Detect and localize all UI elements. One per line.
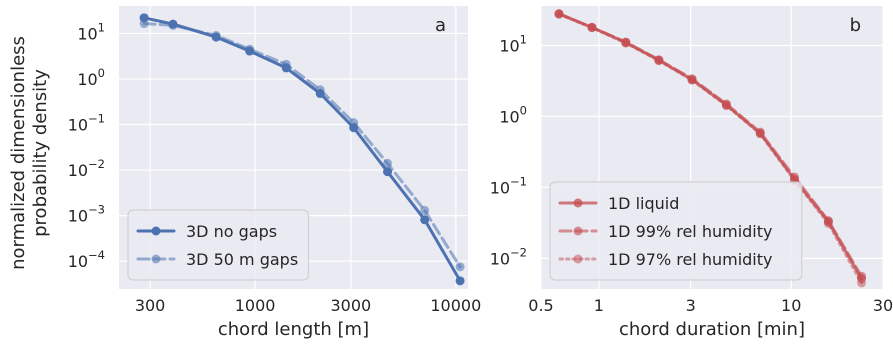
data-point (211, 31, 221, 41)
data-point (383, 158, 393, 168)
panel-b: 0.5 1 3 10 30 10−2 10−1 100 101 b chord duration [… (490, 6, 893, 340)
legend-marker (573, 198, 583, 208)
x-tick-label: 1000 (235, 296, 276, 315)
data-point (587, 23, 597, 33)
data-point (245, 44, 255, 54)
data-point (168, 20, 178, 30)
x-tick-label: 3 (686, 296, 696, 315)
x-tick-label: 3000 (330, 296, 371, 315)
legend-marker (151, 254, 161, 264)
data-point (654, 56, 664, 66)
y-tick-label: 10−3 (68, 203, 105, 226)
x-tick-label: 0.5 (528, 296, 553, 315)
y-tick-label: 101 (77, 20, 105, 43)
y-tick-label: 10−4 (68, 248, 105, 271)
series-line-2 (557, 12, 863, 285)
y-tick-label: 100 (77, 66, 105, 89)
legend-box (549, 181, 803, 281)
legend: 3D no gaps 3D 50 m gaps (127, 209, 309, 281)
legend-marker (573, 226, 583, 236)
legend-entry: 3D 50 m gaps (186, 250, 298, 269)
data-point (823, 218, 833, 228)
x-tick-label: 1 (594, 296, 604, 315)
data-point (721, 101, 731, 111)
legend-entry: 1D 99% rel humidity (608, 222, 773, 241)
legend-marker (573, 254, 583, 264)
data-point (281, 59, 291, 69)
panel-label: a (435, 15, 446, 36)
x-tick-label: 10000 (430, 296, 481, 315)
panel-a: 300 1000 3000 10000 10−4 10−3 10−2 10−1 100 101 a c… (68, 6, 481, 340)
data-point (857, 278, 867, 288)
data-point (621, 38, 631, 48)
x-axis-label: chord duration [min] (619, 319, 805, 340)
data-point (139, 19, 149, 29)
y-tick-label: 10−1 (490, 174, 527, 197)
y-tick-label: 10−2 (490, 245, 527, 268)
data-point (755, 129, 765, 139)
data-point (687, 75, 697, 85)
x-tick-label: 10 (781, 296, 801, 315)
data-point (315, 85, 325, 95)
panel-label: b (850, 15, 861, 36)
y-tick-label: 101 (499, 32, 527, 55)
x-tick-label: 300 (135, 296, 166, 315)
data-point (455, 262, 465, 272)
y-tick-label: 100 (499, 103, 527, 126)
legend-box (127, 209, 309, 281)
x-axis-label: chord length [m] (218, 319, 369, 340)
data-point (420, 215, 430, 225)
y-axis-label-line1: normalized dimensionless (8, 36, 29, 270)
legend: 1D liquid 1D 99% rel humidity 1D 97% rel h… (549, 181, 803, 281)
data-point (455, 276, 465, 286)
legend-entry: 1D liquid (608, 194, 679, 213)
legend-entry: 3D no gaps (186, 222, 277, 241)
y-tick-label: 10−1 (68, 112, 105, 135)
legend-entry: 1D 97% rel humidity (608, 250, 773, 269)
legend-marker (151, 226, 161, 236)
y-axis-label-line2: probability density (30, 69, 51, 237)
data-point (383, 167, 393, 177)
series-line-1 (142, 22, 462, 269)
y-tick-label: 10−2 (68, 157, 105, 180)
data-point (554, 9, 564, 19)
x-tick-label: 30 (873, 296, 893, 315)
data-point (349, 118, 359, 128)
data-point (420, 205, 430, 215)
